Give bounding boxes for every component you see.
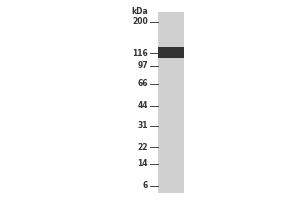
Text: 14: 14 <box>137 160 148 168</box>
Bar <box>158 47 184 58</box>
Text: 200: 200 <box>132 18 148 26</box>
Text: 66: 66 <box>137 79 148 88</box>
Text: 97: 97 <box>137 62 148 71</box>
Text: kDa: kDa <box>131 7 148 16</box>
Text: 6: 6 <box>143 182 148 190</box>
Text: 22: 22 <box>137 142 148 152</box>
Bar <box>158 12 184 193</box>
Text: 44: 44 <box>137 102 148 110</box>
Text: 116: 116 <box>132 48 148 58</box>
Text: 31: 31 <box>137 121 148 130</box>
